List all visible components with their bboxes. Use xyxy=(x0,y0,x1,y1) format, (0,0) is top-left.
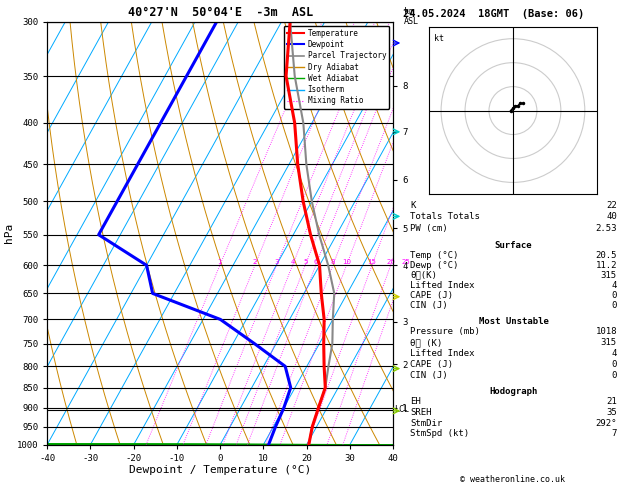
Text: EH: EH xyxy=(410,398,421,406)
Text: 25: 25 xyxy=(401,260,410,265)
Text: 40°27'N  50°04'E  -3m  ASL: 40°27'N 50°04'E -3m ASL xyxy=(128,6,313,19)
Text: 4: 4 xyxy=(611,349,617,358)
Text: Dewp (°C): Dewp (°C) xyxy=(410,261,459,270)
Y-axis label: hPa: hPa xyxy=(4,223,14,243)
Text: 5: 5 xyxy=(303,260,308,265)
Text: CAPE (J): CAPE (J) xyxy=(410,291,454,300)
Text: Totals Totals: Totals Totals xyxy=(410,212,480,222)
Legend: Temperature, Dewpoint, Parcel Trajectory, Dry Adiabat, Wet Adiabat, Isotherm, Mi: Temperature, Dewpoint, Parcel Trajectory… xyxy=(284,26,389,108)
Text: 2.53: 2.53 xyxy=(596,224,617,233)
Text: 315: 315 xyxy=(601,271,617,280)
Text: Surface: Surface xyxy=(495,241,532,250)
Text: 11.2: 11.2 xyxy=(596,261,617,270)
Text: Pressure (mb): Pressure (mb) xyxy=(410,328,480,336)
Text: Most Unstable: Most Unstable xyxy=(479,316,548,326)
X-axis label: Dewpoint / Temperature (°C): Dewpoint / Temperature (°C) xyxy=(129,466,311,475)
Text: 20: 20 xyxy=(386,260,395,265)
Text: CIN (J): CIN (J) xyxy=(410,301,448,310)
Text: Temp (°C): Temp (°C) xyxy=(410,251,459,260)
Text: 10: 10 xyxy=(342,260,351,265)
Text: StmDir: StmDir xyxy=(410,418,443,428)
Text: LCL: LCL xyxy=(394,405,409,414)
Text: 7: 7 xyxy=(611,429,617,438)
Text: StmSpd (kt): StmSpd (kt) xyxy=(410,429,469,438)
Text: kt: kt xyxy=(434,34,444,43)
Text: 292°: 292° xyxy=(596,418,617,428)
Text: 6: 6 xyxy=(313,260,318,265)
Text: θᴇ (K): θᴇ (K) xyxy=(410,338,443,347)
Text: Hodograph: Hodograph xyxy=(489,387,538,396)
Text: 8: 8 xyxy=(331,260,335,265)
Text: 0: 0 xyxy=(611,291,617,300)
Text: 40: 40 xyxy=(606,212,617,222)
Text: 4: 4 xyxy=(291,260,294,265)
Text: © weatheronline.co.uk: © weatheronline.co.uk xyxy=(460,474,565,484)
Text: θᴇ(K): θᴇ(K) xyxy=(410,271,437,280)
Text: 1: 1 xyxy=(218,260,222,265)
Text: 2: 2 xyxy=(253,260,257,265)
Text: CAPE (J): CAPE (J) xyxy=(410,360,454,369)
Text: Lifted Index: Lifted Index xyxy=(410,349,475,358)
Text: 1018: 1018 xyxy=(596,328,617,336)
Text: km
ASL: km ASL xyxy=(404,7,419,26)
Text: 24.05.2024  18GMT  (Base: 06): 24.05.2024 18GMT (Base: 06) xyxy=(403,9,584,19)
Text: 0: 0 xyxy=(611,371,617,380)
Text: 20.5: 20.5 xyxy=(596,251,617,260)
Text: 15: 15 xyxy=(367,260,376,265)
Text: CIN (J): CIN (J) xyxy=(410,371,448,380)
Text: 3: 3 xyxy=(274,260,279,265)
Text: 35: 35 xyxy=(606,408,617,417)
Text: Lifted Index: Lifted Index xyxy=(410,281,475,290)
Text: 4: 4 xyxy=(611,281,617,290)
Text: K: K xyxy=(410,201,416,209)
Text: 315: 315 xyxy=(601,338,617,347)
Text: 22: 22 xyxy=(606,201,617,209)
Text: SREH: SREH xyxy=(410,408,431,417)
Text: 21: 21 xyxy=(606,398,617,406)
Text: 0: 0 xyxy=(611,360,617,369)
Text: 0: 0 xyxy=(611,301,617,310)
Text: PW (cm): PW (cm) xyxy=(410,224,448,233)
